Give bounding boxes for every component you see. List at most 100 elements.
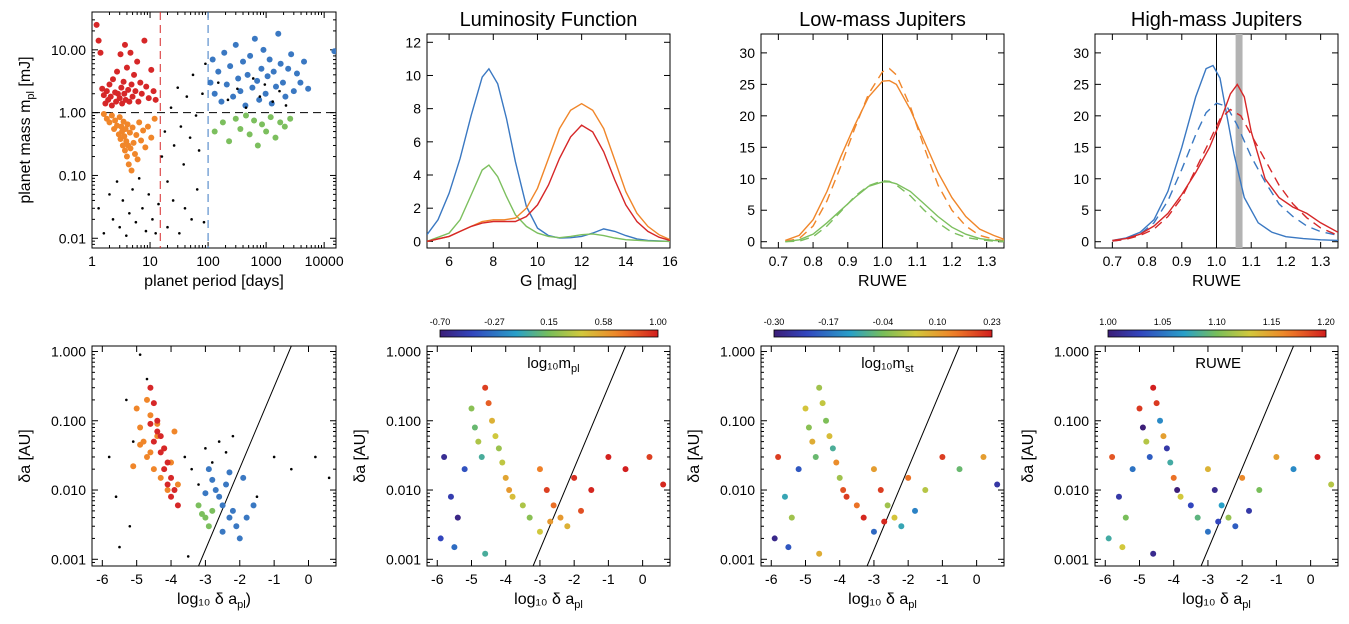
data-point-blue xyxy=(262,90,269,97)
data-point xyxy=(898,523,905,530)
data-point-blue xyxy=(254,77,261,84)
data-point xyxy=(1129,466,1136,473)
data-point xyxy=(994,481,1001,488)
data-point-blue xyxy=(226,514,233,521)
colorbar-label: log₁₀mst​ xyxy=(861,355,913,375)
series-line-blue xyxy=(1112,64,1338,242)
plot-area xyxy=(437,346,667,566)
y-tick-label: 1.000 xyxy=(1054,343,1089,359)
data-point-green xyxy=(211,128,218,135)
data-point-black xyxy=(272,455,276,459)
data-point xyxy=(506,487,513,494)
data-point-red xyxy=(141,37,148,44)
data-point-black xyxy=(125,398,128,402)
data-point-black xyxy=(314,455,317,459)
data-point xyxy=(833,459,840,466)
data-point-red xyxy=(116,95,123,102)
data-point-orange xyxy=(143,396,150,403)
y-tick-label: 0.001 xyxy=(720,551,755,567)
x-tick-label: -4 xyxy=(499,571,512,587)
y-tick-label: 0.001 xyxy=(51,551,86,567)
colorbar-tick-label: -0.17 xyxy=(818,317,839,327)
plot-title: Low-mass Jupiters xyxy=(799,9,966,31)
data-point-black xyxy=(284,104,288,107)
data-point-black xyxy=(97,206,100,210)
data-point-black xyxy=(128,524,132,528)
data-point xyxy=(1150,384,1157,391)
panel-p5: -6 -5 -4 -3 -2 -1 0 0.001 0.010 0.100 1.000 log₁₀ δ… xyxy=(17,343,337,611)
data-point xyxy=(1204,466,1211,473)
data-point-black xyxy=(226,98,230,102)
data-point-black xyxy=(204,447,207,450)
data-point xyxy=(922,487,929,494)
x-tick-label: 1 xyxy=(88,253,96,269)
data-point xyxy=(1174,487,1181,494)
data-point-red xyxy=(129,93,136,100)
data-point-black xyxy=(145,377,149,381)
data-point-black xyxy=(137,177,141,180)
data-point-blue xyxy=(270,68,277,75)
data-point xyxy=(526,514,533,521)
data-point-black xyxy=(151,218,154,221)
data-point xyxy=(939,453,946,460)
data-point-black xyxy=(118,225,121,229)
data-point-black xyxy=(202,220,206,224)
data-point-orange xyxy=(157,474,164,481)
data-point xyxy=(912,507,919,514)
data-point-orange xyxy=(140,127,147,134)
data-point-green xyxy=(232,115,239,122)
data-point xyxy=(1115,493,1122,500)
x-tick-label: -3 xyxy=(1202,571,1215,587)
data-point-black xyxy=(111,218,115,221)
y-tick-label: 15 xyxy=(1073,139,1089,155)
data-point xyxy=(646,453,653,460)
data-point-red xyxy=(128,81,135,88)
data-point-red xyxy=(161,466,168,473)
x-tick-label: -3 xyxy=(199,571,212,587)
colorbar-tick-label: -0.30 xyxy=(764,317,785,327)
y-tick-label: 25 xyxy=(1073,76,1089,92)
data-point-black xyxy=(128,211,131,215)
colorbar-tick-label: 1.20 xyxy=(1317,317,1335,327)
colorbar-tick-label: 0.23 xyxy=(983,317,1001,327)
y-tick-label: 0 xyxy=(413,233,421,249)
x-tick-label: 0 xyxy=(1307,571,1315,587)
data-point xyxy=(1109,453,1116,460)
data-point-green xyxy=(251,117,258,124)
x-tick-label: 14 xyxy=(618,253,634,269)
data-point xyxy=(812,453,819,460)
data-point xyxy=(1143,438,1150,445)
data-point-black xyxy=(255,495,259,499)
y-tick-label: 10 xyxy=(739,171,755,187)
data-point xyxy=(492,433,499,440)
data-point-black xyxy=(290,467,293,471)
data-point-blue xyxy=(235,75,242,82)
x-tick-label: 8 xyxy=(489,253,497,269)
data-point-black xyxy=(131,440,135,443)
y-tick-label: 10 xyxy=(405,67,421,83)
data-point-blue xyxy=(205,466,212,473)
data-point-orange xyxy=(171,428,178,435)
data-point-black xyxy=(244,106,248,109)
data-point-green xyxy=(287,115,294,122)
data-point-blue xyxy=(240,474,247,481)
data-point-blue xyxy=(202,490,209,497)
series-line-orange-dashed xyxy=(785,67,1004,242)
data-point xyxy=(550,502,557,509)
y-tick-label: 12 xyxy=(405,34,421,50)
y-tick-label: 0.100 xyxy=(1054,413,1089,429)
data-point xyxy=(785,544,792,551)
data-point-blue xyxy=(272,83,279,90)
data-point-black xyxy=(271,100,275,103)
series-line-blue-dashed xyxy=(1112,102,1338,242)
data-point-black xyxy=(114,495,118,499)
y-axis-label: δa [AU] xyxy=(1020,429,1037,482)
x-tick-label: -3 xyxy=(534,571,547,587)
data-point-red xyxy=(150,400,157,407)
data-point-black xyxy=(204,62,207,66)
data-point-blue xyxy=(249,84,256,91)
data-point xyxy=(482,550,489,557)
data-point-black xyxy=(163,130,167,133)
data-point xyxy=(489,417,496,424)
y-tick-label: 10.00 xyxy=(51,42,86,58)
